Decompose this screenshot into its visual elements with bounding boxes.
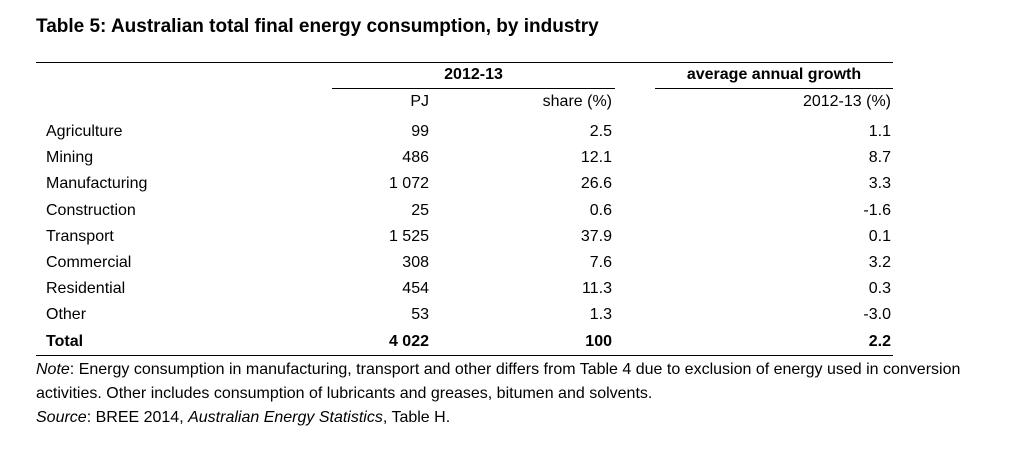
row-share: 11.3 bbox=[582, 280, 612, 298]
source-publication: Australian Energy Statistics bbox=[188, 409, 383, 426]
row-share: 7.6 bbox=[589, 253, 612, 271]
row-pj: 25 bbox=[411, 201, 429, 219]
row-growth: 8.7 bbox=[868, 149, 891, 167]
table-row: Manufacturing 1 072 26.6 3.3 bbox=[46, 172, 892, 198]
row-pj: 4 022 bbox=[388, 332, 429, 350]
table-row: Transport 1 525 37.9 0.1 bbox=[46, 225, 892, 251]
header-2012-13: 2012-13 bbox=[444, 66, 503, 83]
row-name: Agriculture bbox=[46, 123, 123, 140]
row-share: 37.9 bbox=[580, 227, 612, 245]
row-growth: -3.0 bbox=[863, 306, 891, 324]
table-row: Commercial 308 7.6 3.2 bbox=[46, 251, 892, 277]
table-row: Construction 25 0.6 -1.6 bbox=[46, 199, 892, 225]
row-pj: 454 bbox=[402, 280, 429, 298]
source-text-1: : BREE 2014, bbox=[86, 409, 189, 426]
row-growth: 1.1 bbox=[868, 123, 891, 140]
row-share: 2.5 bbox=[589, 123, 612, 140]
row-share: 100 bbox=[585, 332, 612, 350]
header-average-annual-growth: average annual growth bbox=[686, 66, 862, 83]
source-label: Source bbox=[36, 409, 87, 426]
source-paragraph: Source: BREE 2014, Australian Energy Sta… bbox=[36, 406, 996, 430]
row-name: Construction bbox=[46, 201, 136, 219]
row-growth: 3.2 bbox=[868, 253, 891, 271]
group-rule-growth bbox=[655, 88, 893, 89]
top-rule bbox=[36, 62, 893, 63]
column-header-share: share (%) bbox=[542, 93, 612, 110]
row-growth: 0.3 bbox=[868, 280, 891, 298]
table-row: Mining 486 12.1 8.7 bbox=[46, 146, 892, 172]
table-row: Other 53 1.3 -3.0 bbox=[46, 303, 892, 329]
table-notes: Note: Energy consumption in manufacturin… bbox=[36, 358, 996, 430]
row-name: Transport bbox=[46, 227, 114, 245]
bottom-rule bbox=[36, 355, 893, 356]
row-pj: 308 bbox=[402, 253, 429, 271]
row-pj: 99 bbox=[411, 123, 429, 140]
table-title: Table 5: Australian total final energy c… bbox=[36, 16, 599, 37]
table-body: Agriculture 99 2.5 1.1 Mining 486 12.1 8… bbox=[46, 120, 892, 356]
row-name: Mining bbox=[46, 149, 94, 167]
row-pj: 486 bbox=[402, 149, 429, 167]
row-share: 0.6 bbox=[589, 201, 612, 219]
note-paragraph: Note: Energy consumption in manufacturin… bbox=[36, 358, 996, 406]
row-name: Total bbox=[46, 332, 84, 350]
row-name: Manufacturing bbox=[46, 175, 148, 193]
row-growth: 3.3 bbox=[868, 175, 891, 193]
table-row: Residential 454 11.3 0.3 bbox=[46, 277, 892, 303]
row-share: 1.3 bbox=[589, 306, 612, 324]
row-share: 26.6 bbox=[580, 175, 612, 193]
row-growth: 0.1 bbox=[868, 227, 891, 245]
group-rule-2012-13 bbox=[332, 88, 615, 89]
column-header-growth: 2012-13 (%) bbox=[802, 93, 891, 110]
row-growth: -1.6 bbox=[863, 201, 891, 219]
row-name: Commercial bbox=[46, 253, 132, 271]
row-share: 12.1 bbox=[580, 149, 612, 167]
row-name: Other bbox=[46, 306, 87, 324]
note-text: : Energy consumption in manufacturing, t… bbox=[36, 361, 961, 402]
row-growth: 2.2 bbox=[868, 332, 891, 350]
row-pj: 1 072 bbox=[388, 175, 429, 193]
table-row: Agriculture 99 2.5 1.1 bbox=[46, 120, 892, 146]
total-row: Total 4 022 100 2.2 bbox=[46, 330, 892, 356]
source-text-2: , Table H. bbox=[382, 409, 451, 426]
row-pj: 53 bbox=[411, 306, 429, 324]
row-pj: 1 525 bbox=[388, 227, 429, 245]
row-name: Residential bbox=[46, 280, 126, 298]
note-label: Note bbox=[36, 361, 70, 378]
column-header-pj: PJ bbox=[410, 93, 429, 110]
